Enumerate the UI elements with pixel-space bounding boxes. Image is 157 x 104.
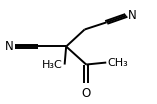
Text: O: O [82, 87, 91, 100]
Text: H₃C: H₃C [42, 59, 63, 70]
Text: N: N [5, 40, 14, 53]
Text: N: N [128, 9, 137, 22]
Text: CH₃: CH₃ [108, 58, 129, 67]
